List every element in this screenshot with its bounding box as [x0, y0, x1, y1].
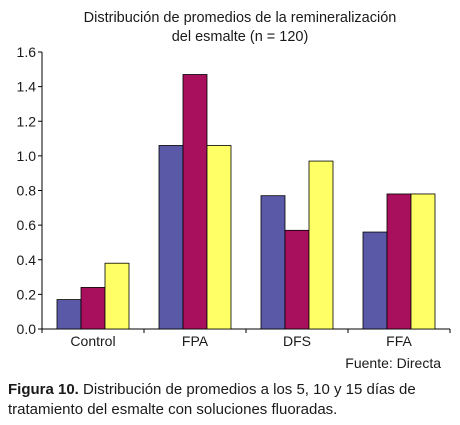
bar: [80, 287, 106, 330]
y-tick-label: 1.6: [17, 44, 37, 60]
caption-text: Distribución de promedios a los 5, 10 y …: [8, 381, 416, 418]
category-label: Control: [70, 333, 115, 349]
bar: [410, 193, 436, 330]
category-label: FFA: [386, 333, 412, 349]
y-tick-label: 0.4: [17, 252, 37, 268]
y-tick-label: 0.6: [17, 217, 37, 233]
bar: [206, 145, 232, 330]
bar: [284, 229, 310, 330]
category-labels: Control FPA DFS FFA: [70, 333, 412, 349]
bar: [386, 193, 412, 330]
y-tick-label: 1.0: [17, 148, 37, 164]
bars: [56, 74, 436, 330]
y-tick-labels: 0.0 0.2 0.4 0.6 0.8 1.0 1.2 1.4 1.6: [17, 44, 37, 337]
y-tick-label: 0.2: [17, 286, 37, 302]
bar: [362, 231, 388, 330]
bar: [56, 299, 82, 330]
bar: [104, 262, 130, 330]
caption-label: Figura 10.: [8, 381, 79, 398]
chart-title-line-2: del esmalte (n = 120): [172, 29, 309, 45]
y-tick-label: 1.2: [17, 113, 37, 129]
bar: [260, 195, 286, 330]
category-label: DFS: [283, 333, 311, 349]
y-tick-label: 1.4: [17, 79, 37, 95]
source-note: Fuente: Directa: [345, 355, 441, 371]
bar: [308, 160, 334, 330]
y-tick-label: 0.0: [17, 321, 37, 337]
bar: [158, 145, 184, 330]
category-label: FPA: [182, 333, 209, 349]
y-tick-label: 0.8: [17, 183, 37, 199]
chart-title-line-1: Distribución de promedios de la reminera…: [84, 10, 397, 26]
bar: [182, 74, 208, 330]
chart: Distribución de promedios de la reminera…: [17, 10, 451, 371]
figure-caption: Figura 10. Distribución de promedios a l…: [8, 380, 453, 420]
